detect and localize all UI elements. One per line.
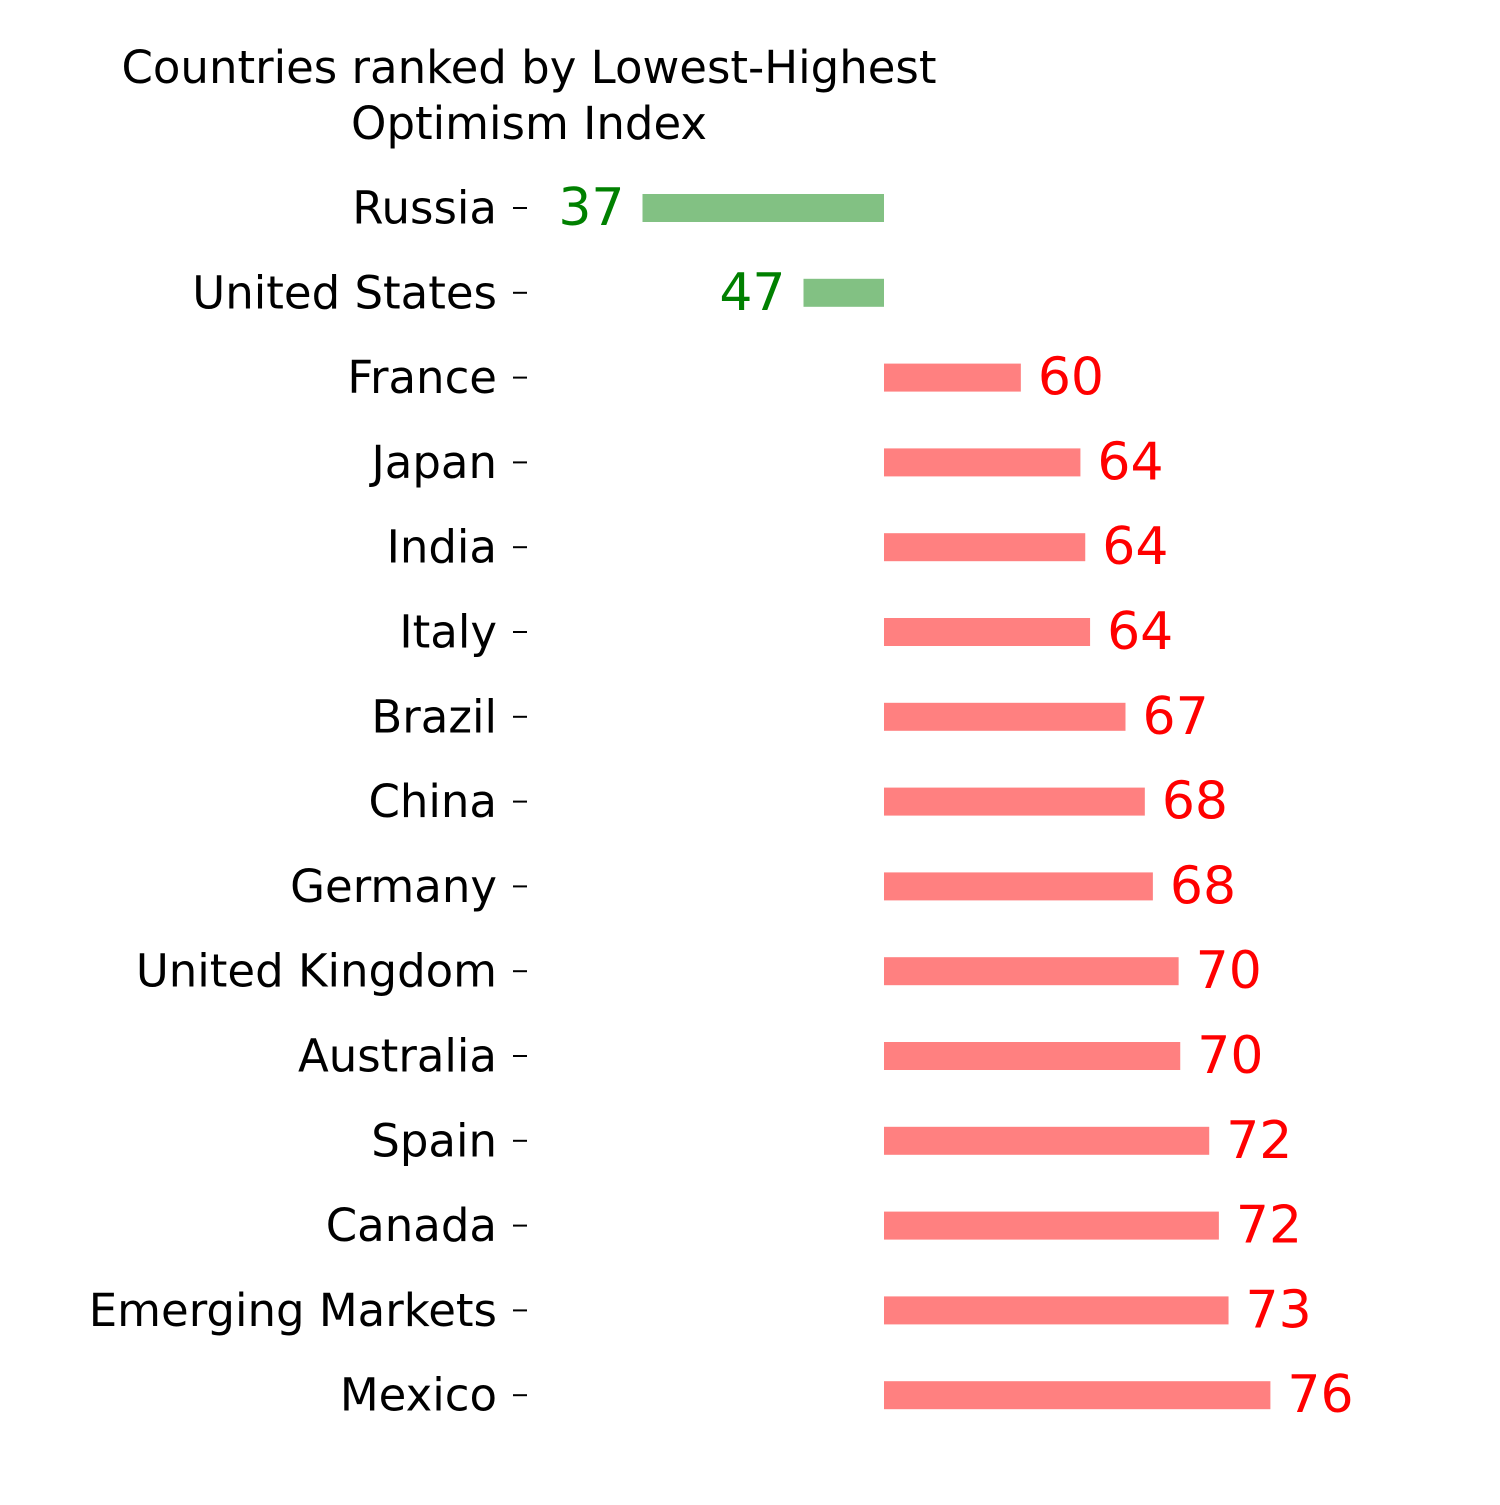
category-label: China [368, 775, 497, 828]
data-label: 68 [1170, 856, 1236, 916]
bar [642, 194, 884, 222]
data-label: 72 [1236, 1196, 1302, 1256]
category-label: Emerging Markets [89, 1284, 497, 1337]
bar [884, 1211, 1219, 1240]
category-label: India [387, 521, 497, 574]
data-label: 72 [1226, 1111, 1292, 1171]
data-label: 60 [1038, 348, 1104, 408]
bar [884, 448, 1081, 477]
category-label: Japan [368, 436, 497, 489]
data-label: 47 [719, 263, 785, 323]
data-label: 64 [1107, 602, 1173, 662]
bar [884, 1381, 1271, 1410]
bar [884, 363, 1021, 392]
data-label: 76 [1287, 1365, 1353, 1425]
bar [884, 1042, 1181, 1070]
data-label: 37 [558, 178, 624, 238]
bar [884, 618, 1091, 646]
bar [884, 872, 1153, 901]
category-label: France [347, 351, 497, 404]
data-label: 70 [1197, 1026, 1263, 1086]
chart-title-line-2: Optimism Index [351, 97, 707, 150]
bar [803, 278, 884, 307]
data-label: 67 [1143, 687, 1209, 747]
bar [884, 787, 1145, 816]
category-label: Germany [290, 860, 497, 913]
bar [884, 957, 1179, 986]
category-label: Mexico [340, 1369, 497, 1422]
category-label: Russia [352, 182, 497, 235]
bar [884, 533, 1086, 562]
category-label: Canada [326, 1199, 497, 1252]
category-label: Italy [399, 606, 497, 659]
chart-title-line-1: Countries ranked by Lowest-Highest [121, 41, 937, 94]
category-label: Australia [298, 1030, 497, 1083]
category-label: Spain [371, 1114, 497, 1167]
data-label: 64 [1097, 432, 1163, 492]
data-label: 73 [1246, 1280, 1312, 1340]
data-label: 70 [1196, 941, 1262, 1001]
bar [884, 1296, 1229, 1325]
category-label: United States [192, 266, 497, 319]
chart-title: Countries ranked by Lowest-Highest Optim… [0, 40, 1058, 152]
data-label: 64 [1102, 517, 1168, 577]
category-label: United Kingdom [136, 945, 497, 998]
category-label: Brazil [371, 690, 497, 743]
bar [884, 1126, 1210, 1155]
bar [884, 702, 1126, 731]
data-label: 68 [1162, 772, 1228, 832]
